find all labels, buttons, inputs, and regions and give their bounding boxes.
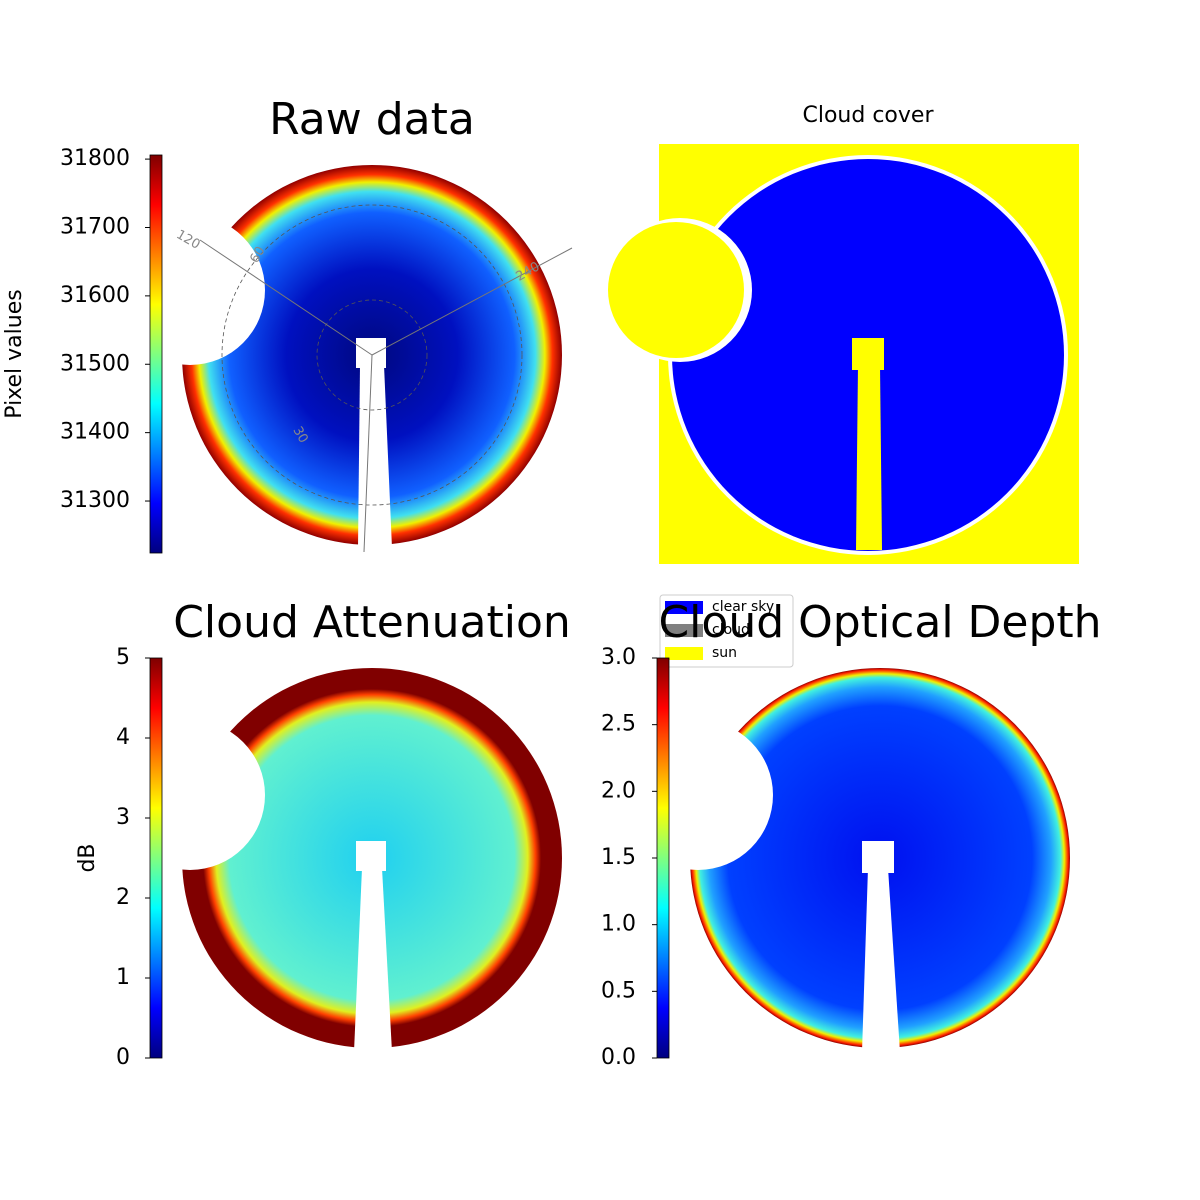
colorbar-tick-label: 2.5 <box>601 712 636 737</box>
colorbar-tick-label: 1.0 <box>601 912 636 937</box>
colorbar-tick-label: 2 <box>116 885 130 910</box>
colorbar-tick-label: 31300 <box>60 488 130 513</box>
colorbar <box>149 154 163 554</box>
colorbar-tick-label: 4 <box>116 725 130 750</box>
colorbar-tick-label: 5 <box>116 645 130 670</box>
colorbar-tick-label: 0.5 <box>601 978 636 1003</box>
legend-swatch <box>665 624 703 637</box>
colorbar-tick-label: 31400 <box>60 420 130 445</box>
panel-title: Cloud cover <box>803 103 935 128</box>
legend-label: clear sky <box>712 599 774 615</box>
optical-depth-image <box>623 668 1070 1052</box>
raw-image <box>115 165 573 553</box>
panel-title: Cloud Optical Depth <box>658 597 1101 648</box>
legend-swatch <box>665 601 703 614</box>
colorbar-tick-label: 3 <box>116 805 130 830</box>
colorbar <box>656 657 670 1059</box>
cloud-cover-image <box>608 144 1079 564</box>
attenuation-image <box>115 668 562 1052</box>
colorbar-tick-label: 31700 <box>60 214 130 239</box>
colorbar-tick-label: 1 <box>116 965 130 990</box>
colorbar-tick-label: 3.0 <box>601 645 636 670</box>
panel-title: Cloud Attenuation <box>173 597 571 648</box>
colorbar-tick-label: 2.0 <box>601 778 636 803</box>
colorbar-label: dB <box>75 843 100 872</box>
polar-annotation: 30 <box>289 424 310 446</box>
colorbar-tick-label: 31600 <box>60 283 130 308</box>
colorbar-tick-label: 0.0 <box>601 1045 636 1070</box>
colorbar-tick-label: 31500 <box>60 351 130 376</box>
legend-label: sun <box>712 645 737 661</box>
legend-label: cloud <box>712 622 750 638</box>
legend-swatch <box>665 647 703 660</box>
colorbar-tick-label: 1.5 <box>601 845 636 870</box>
panel-title: Raw data <box>269 94 475 145</box>
colorbar-tick-label: 31800 <box>60 146 130 171</box>
polar-annotation: 60 <box>247 244 268 266</box>
colorbar-label: Pixel values <box>2 289 27 418</box>
colorbar <box>149 657 163 1059</box>
colorbar-tick-label: 0 <box>116 1045 130 1070</box>
